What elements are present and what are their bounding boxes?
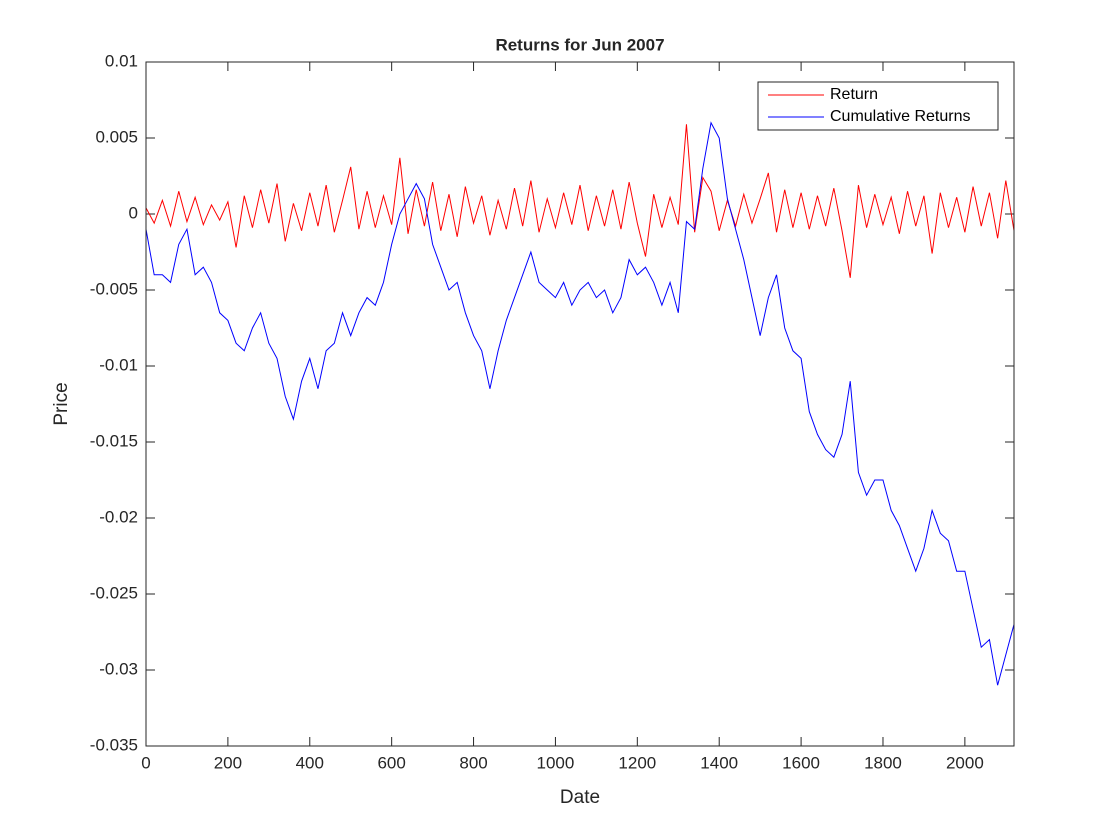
x-tick-label: 2000 (946, 753, 984, 772)
x-tick-label: 400 (296, 753, 324, 772)
y-tick-label: -0.035 (90, 735, 138, 754)
y-tick-label: -0.005 (90, 279, 138, 298)
legend-box (757, 81, 999, 131)
x-tick-label: 800 (459, 753, 487, 772)
chart-title: Returns for Jun 2007 (495, 35, 664, 54)
y-tick-label: 0.005 (95, 127, 138, 146)
x-tick-label: 1000 (537, 753, 575, 772)
series-line (145, 121, 1015, 686)
legend-label: Return (830, 86, 878, 103)
y-tick-label: 0.01 (105, 51, 138, 70)
y-tick-label: -0.015 (90, 431, 138, 450)
x-tick-label: 200 (214, 753, 242, 772)
x-tick-label: 1200 (618, 753, 656, 772)
y-tick-label: 0 (129, 203, 138, 222)
plot-area (146, 62, 1014, 746)
series-line (145, 124, 1015, 278)
x-tick-label: 600 (377, 753, 405, 772)
y-tick-label: -0.025 (90, 583, 138, 602)
legend-label: Cumulative Returns (830, 108, 971, 125)
plot-frame (145, 61, 1015, 747)
x-tick-label: 1600 (782, 753, 820, 772)
x-axis-label: Date (560, 787, 600, 808)
y-tick-label: -0.03 (99, 659, 138, 678)
x-tick-label: 1800 (864, 753, 902, 772)
y-axis-label: Price (51, 382, 72, 425)
y-tick-label: -0.01 (99, 355, 138, 374)
x-tick-label: 1400 (700, 753, 738, 772)
y-tick-label: -0.02 (99, 507, 138, 526)
x-tick-label: 0 (141, 753, 150, 772)
